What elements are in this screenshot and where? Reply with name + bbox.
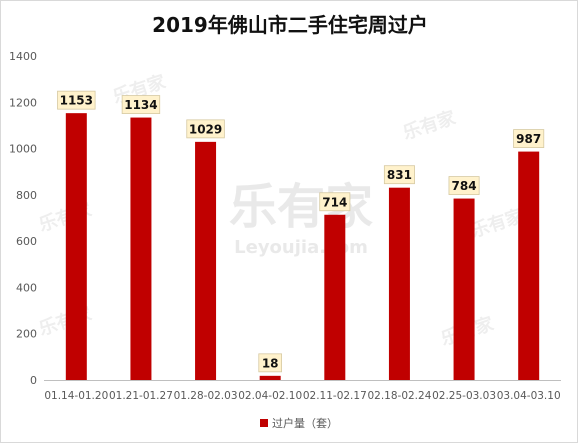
legend: 过户量（套） xyxy=(260,416,338,430)
y-tick-label: 1400 xyxy=(9,50,37,63)
data-label: 1134 xyxy=(124,98,157,112)
y-tick-label: 1000 xyxy=(9,143,37,156)
data-label-box xyxy=(258,353,282,373)
x-tick-label: 01.21-01.27 xyxy=(109,390,173,402)
x-tick-label: 01.14-01.20 xyxy=(44,390,108,402)
bar xyxy=(259,375,281,380)
bar xyxy=(130,117,152,380)
watermark-site: Leyoujia.com xyxy=(234,237,368,258)
bar xyxy=(453,198,475,380)
x-tick-label: 02.11-02.17 xyxy=(303,390,367,402)
data-label-box xyxy=(121,95,161,114)
bar-layer xyxy=(65,113,540,381)
data-label: 987 xyxy=(516,132,541,146)
data-label-box xyxy=(57,90,96,110)
data-label-box xyxy=(319,192,351,212)
y-tick-label: 400 xyxy=(16,281,37,294)
y-tick-label: 200 xyxy=(16,328,37,341)
y-tick-label: 600 xyxy=(16,235,37,248)
data-label: 18 xyxy=(262,356,279,370)
data-label: 1029 xyxy=(189,122,222,136)
data-label-box xyxy=(186,119,225,139)
data-label: 831 xyxy=(387,168,412,182)
x-tick-label: 02.18-02.24 xyxy=(367,390,431,402)
x-tick-label: 02.04-02.10 xyxy=(238,390,302,402)
chart-title: 2019年佛山市二手住宅周过户 xyxy=(152,13,428,37)
bar xyxy=(195,141,217,380)
bar xyxy=(324,214,346,380)
y-tick-label: 1200 xyxy=(9,96,37,109)
data-label-box xyxy=(448,176,480,195)
y-tick-label: 0 xyxy=(30,374,37,387)
watermark-small-logo: 乐有家 xyxy=(400,106,459,144)
data-label: 714 xyxy=(322,195,347,209)
bar xyxy=(388,187,410,380)
bar xyxy=(65,113,87,381)
watermark-logo: 乐有家 xyxy=(229,179,373,235)
data-label-layer: 1153 1134 1029 18 714 831 784 987 xyxy=(57,90,545,373)
bar xyxy=(518,151,540,380)
x-tick-label: 02.25-03.03 xyxy=(432,390,496,402)
data-label: 1153 xyxy=(60,94,93,108)
legend-swatch xyxy=(260,419,268,427)
data-label-box xyxy=(513,129,545,148)
y-tick-label: 800 xyxy=(16,189,37,202)
x-tick-label: 01.28-02.03 xyxy=(174,390,238,402)
data-label-box xyxy=(383,165,415,185)
data-label: 784 xyxy=(452,179,477,193)
legend-label: 过户量（套） xyxy=(272,416,338,430)
x-tick-label: 03.04-03.10 xyxy=(497,390,561,402)
